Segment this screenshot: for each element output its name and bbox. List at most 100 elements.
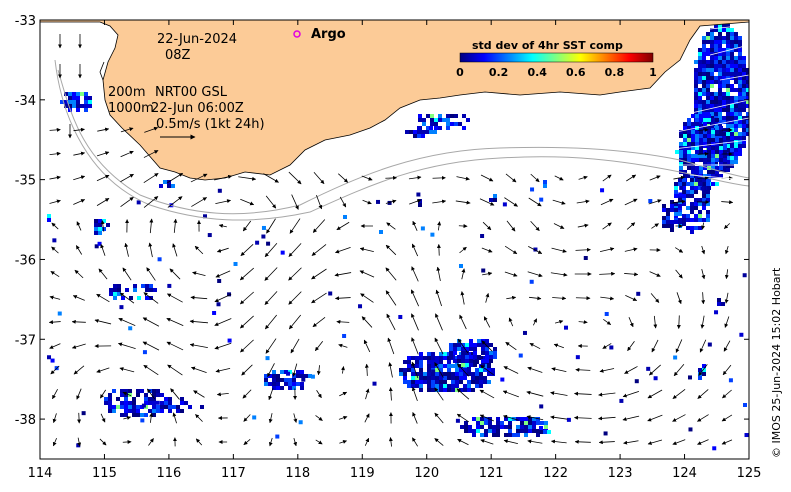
current-vector (50, 365, 60, 375)
streamline (659, 117, 749, 136)
current-vector (195, 438, 203, 446)
current-vector (293, 438, 298, 447)
current-vector (552, 296, 567, 301)
current-vector (73, 199, 86, 205)
current-vector (172, 412, 177, 424)
current-vector (364, 437, 370, 446)
current-vector (625, 295, 638, 301)
current-vector (190, 295, 208, 300)
current-vector (96, 151, 110, 157)
current-vector (242, 220, 252, 232)
current-vector (218, 223, 227, 228)
current-vector (435, 313, 443, 331)
current-vector (311, 244, 327, 256)
current-vector (124, 242, 129, 257)
current-vector (575, 247, 591, 252)
current-vector (359, 270, 375, 278)
current-vector (142, 317, 160, 327)
current-vector (648, 364, 661, 376)
current-vector (676, 315, 681, 329)
current-vector (214, 318, 232, 326)
current-vector (264, 267, 278, 281)
current-vector (435, 289, 442, 307)
current-vector (600, 198, 614, 206)
current-vector (411, 243, 419, 257)
current-vector (411, 386, 418, 401)
current-vector (724, 316, 730, 328)
streamline (659, 99, 749, 121)
current-vector (480, 364, 494, 376)
current-vector (482, 221, 492, 231)
current-vector (675, 339, 683, 353)
current-vector (311, 268, 327, 280)
current-vector (456, 363, 470, 377)
current-vector (190, 173, 208, 183)
current-vector (167, 196, 183, 208)
current-vector (721, 439, 733, 445)
x-tick-label: 117 (221, 466, 246, 481)
current-vector (574, 391, 592, 396)
current-vector (216, 247, 229, 253)
current-vector (98, 268, 108, 280)
x-tick-label: 116 (156, 466, 181, 481)
current-vector (482, 271, 493, 276)
current-vector (74, 269, 84, 279)
current-vector (50, 271, 60, 277)
current-vector (724, 292, 729, 304)
current-vector (166, 293, 183, 303)
current-vector (75, 245, 83, 255)
current-vector (268, 388, 274, 401)
current-vector (264, 242, 278, 258)
plot-frame (39, 19, 750, 460)
current-vector (434, 412, 444, 424)
current-vector (526, 415, 544, 421)
scale-label: 0.5m/s (1kt 24h) (156, 117, 265, 132)
current-vector (335, 247, 351, 254)
current-vector (434, 362, 444, 378)
x-tick-label: 119 (350, 466, 375, 481)
current-vector (146, 267, 156, 281)
streamline (719, 74, 749, 81)
current-vector (241, 364, 253, 376)
x-tick-label: 125 (737, 466, 762, 481)
current-vector (77, 437, 82, 447)
current-vector (550, 272, 568, 277)
current-vector (123, 416, 132, 420)
current-vector (529, 296, 542, 301)
current-vector (288, 291, 302, 305)
current-vector (647, 414, 663, 422)
current-vector (577, 223, 589, 228)
current-vector (166, 341, 184, 351)
coastline-cape (99, 61, 105, 81)
current-vector (459, 246, 467, 254)
current-vector (388, 362, 393, 378)
product-time-label: 22-Jun 06:00Z (151, 101, 244, 116)
current-vector (672, 199, 686, 204)
current-vector (602, 174, 612, 182)
current-vector (603, 319, 612, 325)
current-vector (578, 175, 588, 180)
current-vector (143, 173, 159, 183)
current-vector (293, 413, 298, 423)
current-vector (503, 366, 519, 374)
current-vector (311, 292, 327, 304)
current-vector (385, 290, 397, 306)
current-vector (73, 127, 85, 132)
current-vector (700, 315, 705, 329)
current-vector (288, 243, 302, 257)
current-vector (553, 343, 565, 349)
current-vector (359, 247, 374, 253)
current-vector (622, 415, 640, 422)
current-vector (51, 222, 59, 230)
current-vector (122, 267, 132, 281)
argo-float-marker (293, 30, 301, 38)
current-vector (385, 199, 397, 204)
current-vector (362, 199, 372, 205)
current-vector (94, 318, 112, 325)
current-vector (214, 342, 232, 350)
current-vector (602, 222, 612, 230)
current-vector (673, 363, 685, 377)
current-vector (599, 247, 615, 253)
current-vector (388, 437, 393, 447)
current-vector (628, 317, 634, 328)
